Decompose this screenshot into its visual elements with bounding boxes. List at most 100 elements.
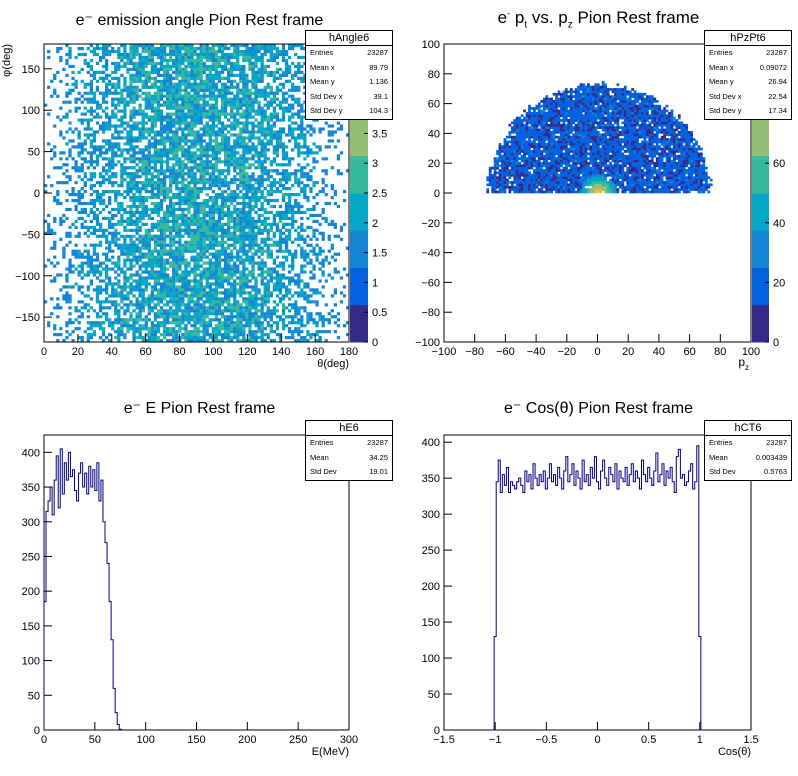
heatmap-cell	[214, 109, 219, 113]
heatmap-cell	[95, 157, 100, 161]
heatmap-cell	[141, 339, 145, 343]
heatmap-cell	[108, 145, 112, 149]
heatmap-cell	[202, 201, 206, 206]
heatmap-cell	[147, 249, 151, 253]
heatmap-cell	[150, 49, 154, 54]
heatmap-cell	[71, 285, 75, 289]
heatmap-cell	[105, 246, 109, 250]
heatmap-cell	[138, 148, 142, 152]
heatmap-cell	[260, 237, 264, 241]
heatmap-cell	[105, 237, 109, 241]
heatmap-cell	[129, 198, 133, 203]
heatmap-cell	[108, 178, 112, 182]
heatmap-cell	[205, 255, 209, 259]
heatmap-cell	[123, 321, 127, 325]
heatmap-cell	[83, 181, 87, 185]
heatmap-cell	[129, 145, 133, 149]
heatmap-cell	[248, 148, 252, 152]
heatmap-cell	[144, 252, 148, 256]
heatmap-cell	[193, 94, 197, 98]
heatmap-cell	[196, 216, 200, 221]
heatmap-cell	[184, 121, 188, 125]
heatmap-cell	[211, 148, 215, 152]
heatmap-cell	[242, 139, 246, 143]
heatmap-cell	[172, 237, 176, 241]
heatmap-cell	[239, 228, 243, 232]
heatmap-cell	[77, 234, 81, 238]
heatmap-cell	[156, 97, 161, 101]
heatmap-cell	[190, 181, 194, 185]
heatmap-cell	[214, 225, 219, 229]
heatmap-cell	[208, 243, 212, 247]
heatmap-cell	[172, 103, 176, 107]
heatmap-cell	[242, 237, 246, 241]
heatmap-cell	[135, 270, 139, 274]
heatmap-cell	[135, 288, 139, 292]
heatmap-cell	[123, 112, 127, 116]
heatmap-cell	[175, 258, 179, 262]
heatmap-cell	[111, 112, 115, 116]
heatmap-cell	[272, 184, 276, 188]
heatmap-cell	[263, 67, 267, 72]
heatmap-cell	[251, 97, 255, 101]
heatmap-cell	[156, 264, 161, 268]
heatmap-cell	[153, 222, 158, 226]
heatmap-cell	[208, 142, 212, 146]
heatmap-cell	[74, 306, 78, 310]
heatmap-cell	[196, 204, 200, 209]
heatmap-cell	[227, 145, 231, 149]
heatmap-cell	[105, 49, 109, 54]
heatmap-cell	[242, 79, 246, 83]
heatmap-cell	[230, 70, 234, 74]
heatmap-cell	[257, 321, 261, 325]
heatmap-cell	[117, 130, 121, 134]
heatmap-cell	[132, 184, 136, 188]
heatmap-cell	[230, 306, 234, 310]
heatmap-cell	[156, 175, 161, 179]
heatmap-cell	[214, 333, 219, 337]
heatmap-cell	[147, 76, 151, 80]
heatmap-cell	[263, 249, 267, 253]
heatmap-cell	[202, 61, 206, 66]
heatmap-cell	[211, 282, 215, 286]
heatmap-cell	[205, 169, 209, 173]
heatmap-cell	[147, 264, 151, 268]
heatmap-cell	[144, 261, 148, 265]
heatmap-cell	[199, 61, 203, 66]
heatmap-cell	[199, 288, 203, 292]
heatmap-cell	[144, 198, 148, 203]
heatmap-cell	[196, 169, 200, 173]
heatmap-cell	[68, 300, 72, 304]
heatmap-cell	[132, 309, 136, 313]
heatmap-cell	[129, 243, 133, 247]
heatmap-cell	[169, 103, 173, 107]
heatmap-cell	[117, 91, 121, 95]
heatmap-cell	[117, 79, 121, 83]
heatmap-cell	[193, 124, 197, 128]
heatmap-cell	[236, 142, 240, 146]
heatmap-cell	[56, 315, 60, 319]
heatmap-cell	[166, 312, 170, 316]
heatmap-cell	[175, 184, 179, 188]
heatmap-cell	[239, 195, 243, 200]
heatmap-cell	[269, 243, 273, 247]
heatmap-cell	[56, 273, 60, 277]
heatmap-cell	[114, 330, 118, 334]
heatmap-cell	[239, 127, 243, 131]
heatmap-cell	[248, 321, 252, 325]
heatmap-cell	[105, 61, 109, 66]
heatmap-cell	[178, 309, 182, 313]
heatmap-cell	[278, 261, 283, 265]
heatmap-cell	[227, 181, 231, 185]
heatmap-cell	[47, 222, 51, 226]
heatmap-cell	[153, 106, 158, 110]
heatmap-cell	[150, 225, 154, 229]
heatmap-cell	[251, 133, 255, 137]
heatmap-cell	[172, 315, 176, 319]
heatmap-cell	[159, 240, 164, 244]
heatmap-cell	[156, 130, 161, 134]
heatmap-cell	[217, 243, 222, 247]
heatmap-cell	[214, 103, 219, 107]
heatmap-cell	[178, 55, 182, 60]
heatmap-cell	[266, 100, 270, 104]
